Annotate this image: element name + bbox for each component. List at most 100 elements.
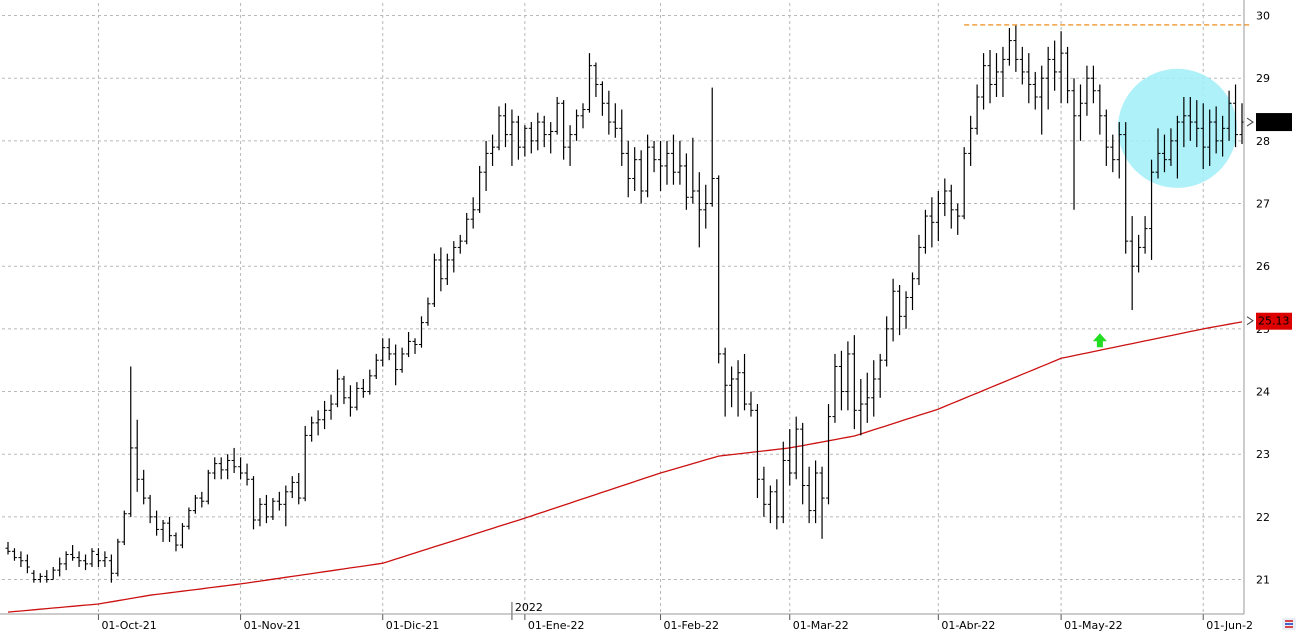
ohlc-bar <box>838 350 844 411</box>
ohlc-bar <box>722 347 728 417</box>
ohlc-bar <box>186 507 192 530</box>
ohlc-bar <box>606 90 612 135</box>
x-tick-label: 01-Nov-21 <box>244 619 301 632</box>
ohlc-bar <box>179 523 185 549</box>
ohlc-bar <box>70 545 76 561</box>
ohlc-bar <box>864 372 870 423</box>
ohlc-bar <box>1019 46 1025 85</box>
ohlc-bar <box>24 554 30 574</box>
ohlc-bar <box>322 400 328 430</box>
ohlc-bar <box>554 97 560 135</box>
y-tick-label: 22 <box>1256 511 1270 524</box>
ohlc-bar <box>1116 122 1122 179</box>
ohlc-bar <box>806 466 812 524</box>
x-tick-label: 01-Jun-2 <box>1206 619 1253 632</box>
ohlc-bar <box>360 379 366 398</box>
ohlc-bar <box>380 338 386 367</box>
ohlc-bar <box>528 122 534 154</box>
ohlc-bar <box>922 209 928 254</box>
ohlc-bar <box>929 197 935 248</box>
ohlc-bar <box>102 551 108 567</box>
ohlc-bars <box>5 24 1245 583</box>
ohlc-bar <box>729 366 735 408</box>
ohlc-bar <box>742 353 748 411</box>
ohlc-bar <box>522 125 528 157</box>
ohlc-bar <box>858 379 864 436</box>
ohlc-bar <box>871 360 877 417</box>
ma-pointer-icon <box>1246 316 1254 326</box>
ohlc-bar <box>490 134 496 166</box>
ohlc-bar <box>276 491 282 511</box>
ohlc-bar <box>121 510 127 546</box>
ohlc-bar <box>658 140 664 191</box>
ohlc-bar <box>347 385 353 417</box>
ohlc-bar <box>44 570 50 583</box>
ohlc-bar <box>328 394 334 420</box>
ohlc-bar <box>567 125 573 166</box>
ohlc-bar <box>238 457 244 480</box>
ohlc-bar <box>470 197 476 229</box>
ohlc-bar <box>451 241 457 273</box>
ohlc-bar <box>890 278 896 342</box>
ohlc-bar <box>819 466 825 539</box>
ohlc-bar <box>5 541 11 555</box>
ohlc-bar <box>832 353 838 423</box>
ohlc-bar <box>315 410 321 436</box>
ohlc-bar <box>813 460 819 524</box>
ohlc-bar <box>412 338 418 354</box>
ohlc-bar <box>154 510 160 536</box>
ohlc-bar <box>1110 134 1116 173</box>
ohlc-bar <box>897 285 903 336</box>
ohlc-bar <box>95 548 101 567</box>
year-marker-label: 2022 <box>515 601 543 614</box>
ohlc-bar <box>334 369 340 408</box>
ohlc-bar <box>612 103 618 138</box>
ohlc-bar <box>464 212 470 245</box>
ohlc-bar <box>367 369 373 395</box>
last-price-box <box>1256 113 1292 132</box>
ohlc-bar <box>251 476 257 530</box>
ohlc-bar <box>981 53 987 110</box>
y-tick-label: 23 <box>1256 448 1270 461</box>
ohlc-bar <box>961 147 967 220</box>
ohlc-bar <box>916 234 922 285</box>
ohlc-bar <box>477 165 483 213</box>
ohlc-bar <box>664 140 670 185</box>
ohlc-bar <box>192 494 198 514</box>
y-tick-label: 21 <box>1256 574 1270 587</box>
x-tick-label: 01-Abr-22 <box>941 619 995 632</box>
ohlc-bar <box>393 344 399 386</box>
ohlc-bar <box>115 538 121 577</box>
ohlc-bar <box>670 134 676 185</box>
ohlc-bar <box>89 548 95 567</box>
logo-icon <box>1282 618 1296 630</box>
ohlc-bar <box>1090 65 1096 104</box>
ohlc-bar <box>31 570 37 583</box>
ohlc-bar <box>903 291 909 329</box>
x-tick-label: 01-Ene-22 <box>528 619 585 632</box>
ohlc-bar <box>1149 159 1155 260</box>
y-tick-label: 27 <box>1256 198 1270 211</box>
ohlc-bar <box>205 469 211 505</box>
ohlc-bar <box>270 498 276 520</box>
y-tick-label: 26 <box>1256 260 1270 273</box>
ohlc-bar <box>289 476 295 499</box>
ohlc-bar <box>968 115 974 166</box>
ohlc-bar <box>425 297 431 326</box>
ohlc-bar <box>645 134 651 198</box>
ohlc-bar <box>431 253 437 307</box>
price-pointer-icon <box>1246 117 1254 127</box>
ohlc-bar <box>877 353 883 398</box>
ohlc-bar <box>354 382 360 411</box>
ohlc-bar <box>935 191 941 242</box>
ohlc-bar <box>76 551 82 567</box>
ohlc-bar <box>309 416 315 442</box>
ohlc-bar <box>212 457 218 480</box>
ohlc-bar <box>1226 90 1232 141</box>
ohlc-bar <box>942 178 948 217</box>
x-tick-label: 01-Feb-22 <box>664 619 719 632</box>
ohlc-bar <box>574 109 580 141</box>
ohlc-bar <box>1136 234 1142 273</box>
ohlc-bar <box>754 404 760 499</box>
